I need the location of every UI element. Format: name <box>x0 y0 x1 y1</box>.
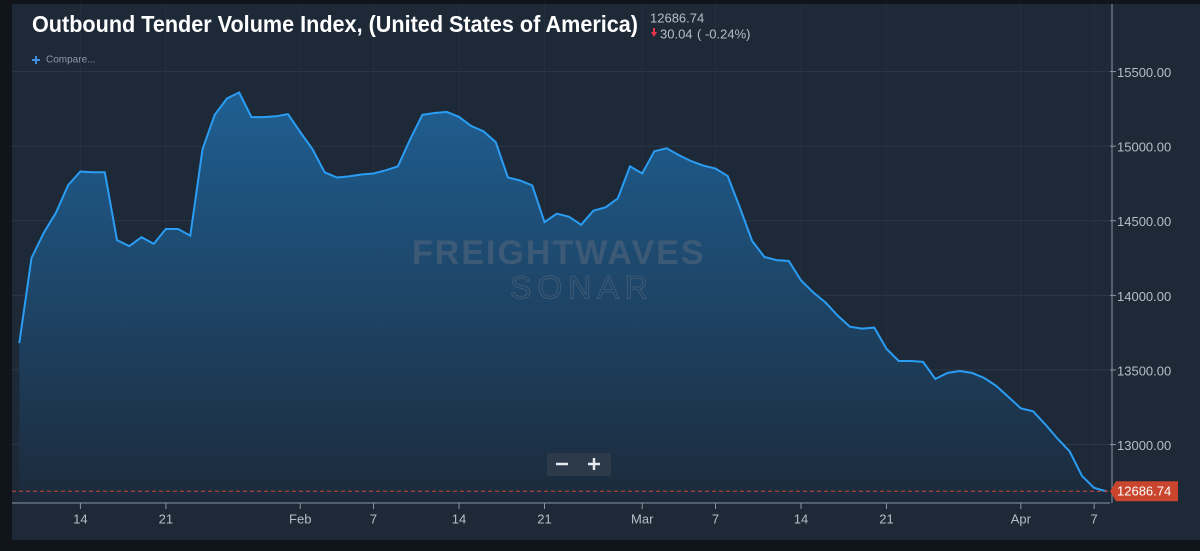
chart-title: Outbound Tender Volume Index, (United St… <box>32 11 638 37</box>
area <box>19 92 1107 503</box>
down-arrow <box>651 28 657 37</box>
y-tick-label: 13500.00 <box>1117 363 1171 378</box>
x-tick-label: Apr <box>1011 511 1032 526</box>
x-tick-label: 14 <box>452 511 466 526</box>
plot <box>12 91 1110 503</box>
watermark: SONAR <box>510 269 654 305</box>
x-tick-label: Feb <box>289 511 311 526</box>
y-tick-label: 13000.00 <box>1117 438 1171 453</box>
zoom-in[interactable] <box>588 458 600 470</box>
x-tick-label: 21 <box>159 511 173 526</box>
y-tick-label: 14500.00 <box>1117 214 1171 229</box>
x-tick-label: 14 <box>73 511 87 526</box>
compare-label: Compare... <box>46 55 95 66</box>
watermark: FREIGHTWAVES <box>412 234 706 272</box>
axes: 13000.00 13500.00 14000.00 14500.00 15000.00… <box>12 4 1178 526</box>
last-value-label: 12686.74 <box>1117 484 1171 499</box>
change: 30.04 <box>660 26 693 41</box>
x-tick-label: 7 <box>370 511 377 526</box>
y-tick-label: 14000.00 <box>1117 289 1171 304</box>
current-value: 12686.74 <box>650 10 704 25</box>
y-tick-label: 15000.00 <box>1117 140 1171 155</box>
line <box>18 91 1107 493</box>
last-value-badge <box>1110 481 1178 502</box>
x-tick-label: 14 <box>794 511 808 526</box>
change-pct: ( -0.24%) <box>697 26 750 41</box>
y-tick-label: 15500.00 <box>1117 65 1171 80</box>
x-tick-label: 21 <box>537 511 551 526</box>
plus-icon <box>32 56 40 64</box>
x-tick-label: 7 <box>1091 511 1098 526</box>
x-tick-label: 21 <box>879 511 893 526</box>
x-tick-label: Mar <box>631 511 654 526</box>
plus-icon <box>588 458 600 470</box>
x-tick-label: 7 <box>712 511 719 526</box>
compare-button[interactable]: Compare... <box>32 55 95 66</box>
